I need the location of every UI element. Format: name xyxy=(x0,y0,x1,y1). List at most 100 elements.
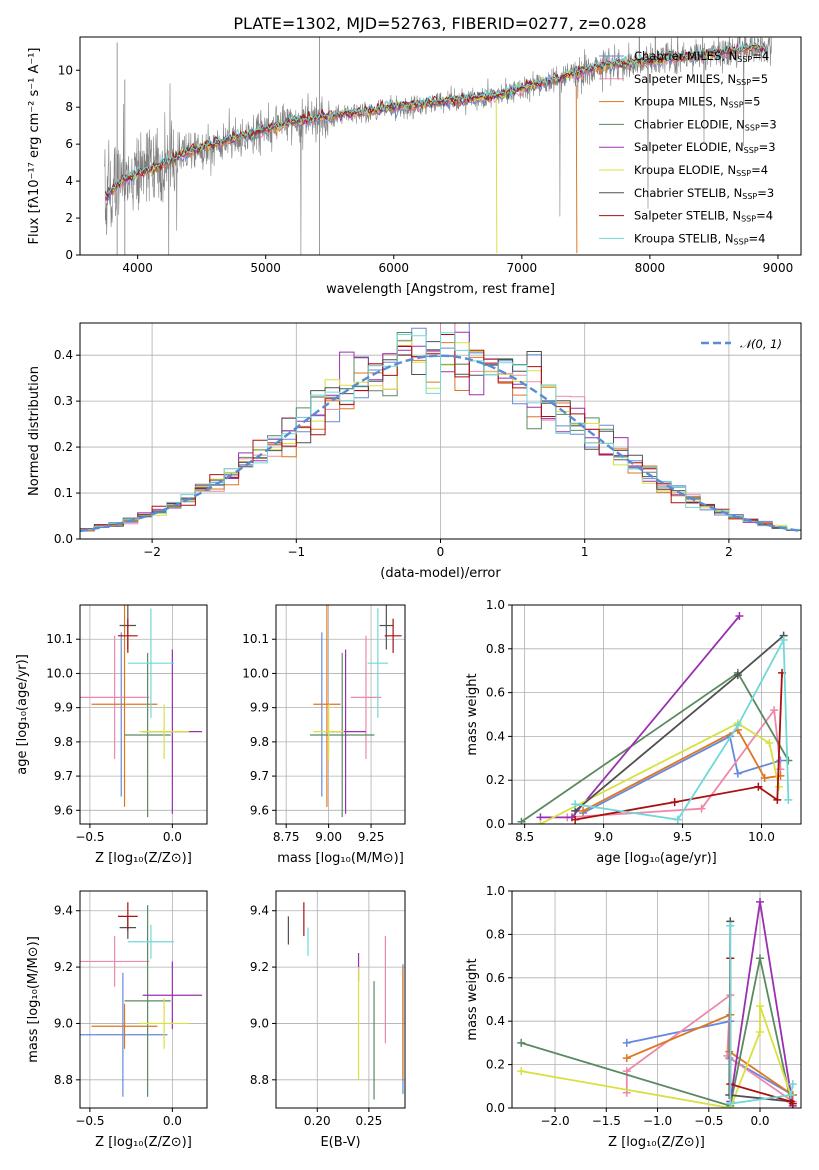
y-tick-label: 8 xyxy=(65,100,73,114)
legend-subscript: SSP xyxy=(742,192,757,201)
mass_vs_EBV-plot xyxy=(287,902,404,1100)
mass-weight-point xyxy=(517,817,526,824)
mass-weight-point xyxy=(517,1067,526,1076)
legend-entry: Chabrier STELIB, NSSP=3 xyxy=(634,186,774,201)
model-fit-line xyxy=(105,43,766,198)
mass-weight-point xyxy=(788,1099,797,1108)
x-axis-label: Z [log₁₀(Z/Z⊙)] xyxy=(95,1135,192,1150)
x-tick-label: 9.25 xyxy=(358,830,385,844)
x-tick-label: 4000 xyxy=(122,261,153,275)
age_vs_Z-frame xyxy=(79,604,208,825)
y-tick-label: 0.3 xyxy=(54,394,73,408)
mass-weight-point xyxy=(726,921,735,930)
spectrum-plot xyxy=(104,37,772,255)
y-tick-label: 0.4 xyxy=(486,729,505,743)
y-tick-label: 10.0 xyxy=(46,666,73,680)
spectrum-axes: 4000 5000 6000 7000 8000 9000 0 2 4 6 8 10 wavelengt… xyxy=(27,48,793,298)
x-tick-label: 0.0 xyxy=(163,1114,182,1128)
y-tick-label: 9.8 xyxy=(250,735,269,749)
mass-weight-point xyxy=(571,815,580,824)
y-axis-label: mass weight xyxy=(465,958,480,1040)
mass_vs_Z-plot xyxy=(80,902,203,1097)
legend-text: Chabrier MILES, N xyxy=(634,49,737,63)
y-tick-label: 9.6 xyxy=(54,803,73,817)
y-tick-label: 0.4 xyxy=(486,1014,505,1028)
mass-weight-point xyxy=(774,782,783,791)
x-tick-label: 7000 xyxy=(507,261,538,275)
x-tick-label: 5000 xyxy=(250,261,281,275)
legend-text: =5 xyxy=(751,72,768,86)
model-fit-line xyxy=(105,43,766,197)
x-axis-label: Z [log₁₀(Z/Z⊙)] xyxy=(95,851,192,866)
mass-weight-point xyxy=(571,800,580,809)
mass-weight-point xyxy=(517,1038,526,1047)
normal-distribution-curve xyxy=(80,354,801,533)
y-tick-label: 0.0 xyxy=(486,817,505,831)
y-tick-label: 8.8 xyxy=(54,1073,73,1087)
mass-weight-point xyxy=(756,954,765,963)
legend-subscript: SSP xyxy=(736,169,751,178)
legend-entry: Chabrier MILES, NSSP=4 xyxy=(634,49,769,64)
legend-text: =5 xyxy=(744,95,761,109)
x-tick-label: 2 xyxy=(725,545,733,559)
weight_vs_age-plot xyxy=(517,611,793,824)
mass_vs_Z-frame xyxy=(79,890,208,1109)
legend-entry: Salpeter STELIB, NSSP=4 xyxy=(634,209,773,224)
y-tick-label: 10.1 xyxy=(242,632,269,646)
x-tick-label: 8000 xyxy=(635,261,666,275)
x-tick-label: 1 xyxy=(581,545,589,559)
y-tick-label: 9.4 xyxy=(250,904,269,918)
legend-entry: Kroupa ELODIE, NSSP=4 xyxy=(634,163,768,178)
legend-text: =3 xyxy=(759,140,776,154)
model-fit-line xyxy=(105,41,766,194)
mass-weight-line xyxy=(582,728,781,812)
legend-text: =4 xyxy=(756,209,773,223)
mass-weight-point xyxy=(756,1028,765,1037)
legend-text: Kroupa ELODIE, N xyxy=(634,163,736,177)
x-axis-label: wavelength [Angstrom, rest frame] xyxy=(326,282,555,297)
weight_vs_Z-axes: −2.0 −1.5 −1.0 −0.5 0.0 0.0 0.2 0.4 0.6 0.8 1.0 Z [… xyxy=(465,884,801,1150)
residual-histogram xyxy=(80,332,801,531)
x-tick-label: −0.5 xyxy=(75,1114,104,1128)
y-axis-label: age [log₁₀(age/yr)] xyxy=(15,654,30,775)
mass-weight-point xyxy=(726,1099,735,1108)
legend-text: Salpeter STELIB, N xyxy=(634,209,741,223)
mass-weight-point xyxy=(773,795,782,804)
mass-weight-point xyxy=(760,774,769,783)
y-tick-label: 2 xyxy=(65,211,73,225)
y-tick-label: 0.1 xyxy=(54,486,73,500)
legend-text: =3 xyxy=(760,117,777,131)
age_vs_Z-plot xyxy=(80,605,203,818)
y-tick-label: 8.8 xyxy=(250,1073,269,1087)
y-tick-label: 10 xyxy=(58,63,73,77)
x-tick-label: 10.0 xyxy=(748,830,775,844)
residuals-legend: 𝒩(0, 1) xyxy=(701,337,782,351)
mass-weight-point xyxy=(754,782,763,791)
x-tick-label: 0 xyxy=(437,545,445,559)
legend-subscript: SSP xyxy=(737,55,752,64)
x-axis-label: Z [log₁₀(Z/Z⊙)] xyxy=(608,1135,705,1150)
mass-weight-point xyxy=(784,756,793,765)
x-tick-label: −1.5 xyxy=(592,1114,621,1128)
y-tick-label: 9.0 xyxy=(54,1016,73,1030)
y-tick-label: 9.7 xyxy=(250,769,269,783)
legend-text: Salpeter ELODIE, N xyxy=(634,140,744,154)
legend-text: =4 xyxy=(751,163,768,177)
mass-weight-point xyxy=(756,1002,765,1011)
mass-weight-line xyxy=(729,925,794,1105)
y-tick-label: 9.8 xyxy=(54,735,73,749)
legend-text: Chabrier ELODIE, N xyxy=(634,117,745,131)
mass_vs_Z-axes: −0.5 0.0 8.8 9.0 9.2 9.4 Z [log₁₀(Z/Z⊙)] mass [… xyxy=(26,891,207,1150)
y-tick-label: 0.8 xyxy=(486,642,505,656)
x-axis-label: mass [log₁₀(M/M⊙)] xyxy=(277,851,404,866)
x-tick-label: 9000 xyxy=(763,261,794,275)
y-tick-label: 0.2 xyxy=(486,1058,505,1072)
weight_vs_Z-plot xyxy=(517,897,797,1108)
age_vs_mass-plot xyxy=(309,605,402,818)
legend-entry: 𝒩(0, 1) xyxy=(740,337,782,351)
mass-weight-line xyxy=(574,635,785,812)
y-axis-label: Normed distribution xyxy=(27,366,42,496)
legend-text: =4 xyxy=(752,49,769,63)
legend-text: Salpeter MILES, N xyxy=(634,72,736,86)
